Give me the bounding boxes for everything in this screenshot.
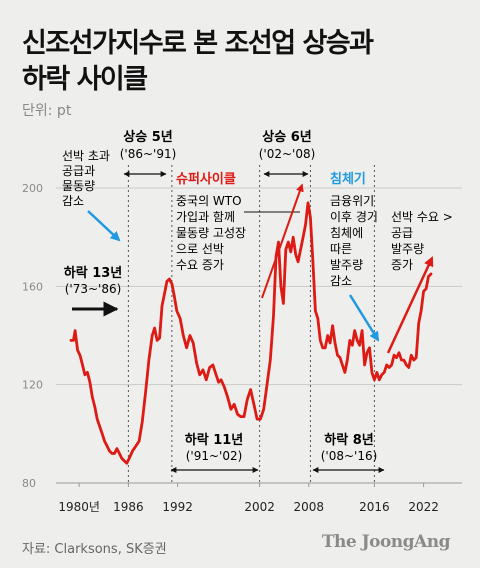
x-tick-label: 1992 bbox=[162, 500, 193, 514]
phase-up-6-period: ('02~'08) bbox=[259, 147, 316, 161]
x-tick-label: 2002 bbox=[244, 500, 275, 514]
phase-up-5-label: 상승 5년 bbox=[123, 130, 172, 145]
chart-title: 신조선가지수로 본 조선업 상승과 하락 사이클 bbox=[22, 26, 462, 98]
phase-down-13-period: ('73~'86) bbox=[65, 282, 122, 296]
x-tick-label: 1980년 bbox=[58, 500, 100, 514]
brand-logo: The JoongAng bbox=[321, 532, 451, 552]
phase-up-5-period: ('86~'91) bbox=[120, 147, 177, 161]
title-line-1: 신조선가지수로 본 조선업 상승과 bbox=[22, 28, 374, 59]
cycle-dividers bbox=[127, 165, 375, 483]
slump-note: 금융위기 이후 경기 침체에 따른 발주량 감소 bbox=[330, 194, 382, 288]
super-cycle-note: 중국의 WTO 가입과 함께 물동량 고성장 으로 선박 수요 증가 bbox=[176, 194, 250, 272]
series bbox=[69, 201, 433, 465]
phase-down-8-period: ('08~'16) bbox=[321, 449, 378, 463]
y-tick-label: 120 bbox=[22, 379, 43, 392]
slump-title: 침체기 bbox=[330, 171, 366, 187]
right-note: 선박 수요 > 공급 발주량 증가 bbox=[391, 210, 457, 272]
source-note: 자료: Clarksons, SK증권 bbox=[22, 542, 167, 557]
right-note-arrow bbox=[386, 256, 434, 354]
x-tick-label: 2022 bbox=[408, 500, 439, 514]
annotations: 상승 5년 ('86~'91) 상승 6년 ('02~'08) 선박 초과 공급… bbox=[62, 130, 457, 473]
y-tick-label: 200 bbox=[22, 182, 43, 195]
left-note-arrow bbox=[87, 210, 121, 242]
left-note: 선박 초과 공급과 물동량 감소 bbox=[62, 149, 114, 208]
x-axis: 1980년 1986 1992 2002 2008 2016 2022 bbox=[58, 483, 439, 514]
y-axis: 80 120 160 200 bbox=[22, 182, 43, 490]
series-line-0 bbox=[69, 201, 433, 465]
gridlines bbox=[56, 187, 462, 484]
phase-up-6-label: 상승 6년 bbox=[262, 130, 311, 145]
slump-arrow bbox=[348, 294, 380, 342]
super-cycle-title: 슈퍼사이클 bbox=[176, 171, 236, 187]
y-tick-label: 80 bbox=[22, 477, 36, 490]
phase-down-8-label: 하락 8년 bbox=[324, 432, 373, 448]
title-line-2: 하락 사이클 bbox=[22, 64, 148, 95]
unit-label: 단위: pt bbox=[22, 103, 72, 119]
phase-down-13-label: 하락 13년 bbox=[64, 265, 123, 281]
super-cycle-arrow bbox=[261, 183, 304, 299]
y-tick-label: 160 bbox=[22, 280, 43, 293]
x-tick-label: 1986 bbox=[113, 500, 144, 514]
x-tick-label: 2008 bbox=[294, 500, 325, 514]
x-tick-label: 2016 bbox=[359, 500, 390, 514]
phase-down-11-label: 하락 11년 bbox=[185, 432, 244, 448]
phase-down-11-period: ('91~'02) bbox=[186, 449, 243, 463]
